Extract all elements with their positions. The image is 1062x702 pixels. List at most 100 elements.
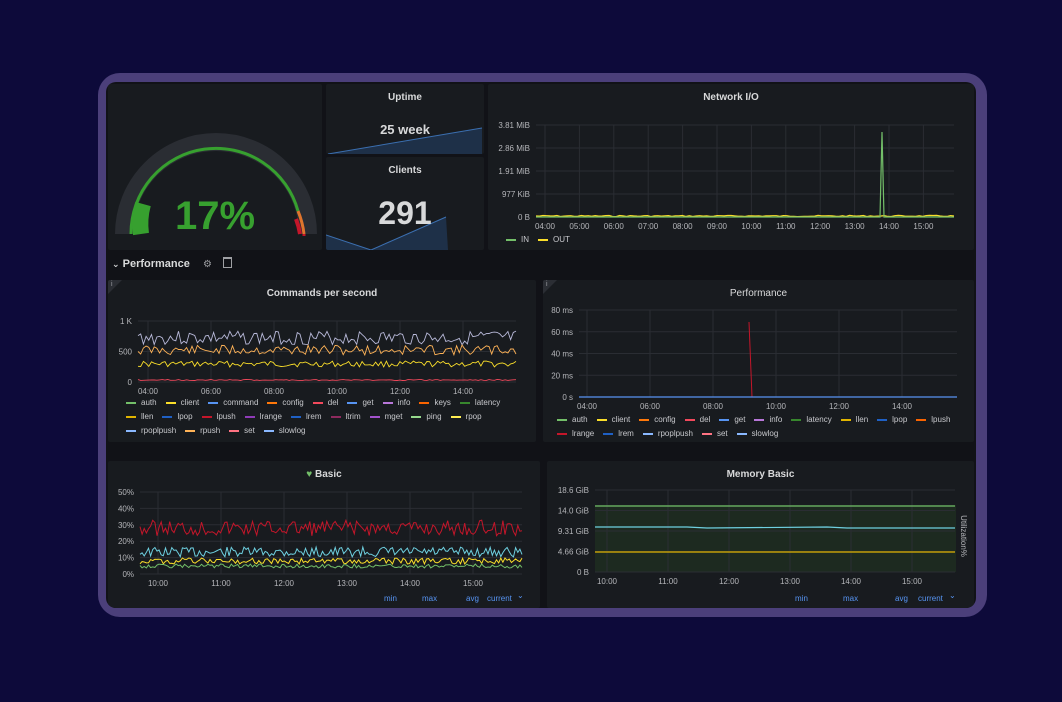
x-tick-label: 13:00: [337, 579, 358, 588]
info-icon[interactable]: i: [111, 281, 113, 288]
column-min[interactable]: min: [384, 594, 397, 603]
legend-swatch: [538, 238, 548, 241]
legend-item[interactable]: keys: [419, 396, 451, 410]
legend-item[interactable]: set: [229, 424, 255, 438]
legend-item[interactable]: client: [165, 396, 200, 410]
legend-swatch: [162, 415, 173, 418]
legend-item[interactable]: mget: [369, 410, 402, 424]
legend-item[interactable]: del: [684, 413, 710, 427]
legend-item[interactable]: lpush: [201, 410, 236, 424]
legend-label: latency: [474, 398, 501, 407]
legend-item[interactable]: lrem: [603, 427, 634, 441]
row-header-performance[interactable]: ⌄ Performance ⚙: [112, 257, 232, 270]
legend-label: config: [654, 415, 676, 424]
legend-swatch: [877, 418, 888, 421]
chevron-down-icon[interactable]: ⌄: [112, 259, 120, 269]
legend-item[interactable]: info: [382, 396, 410, 410]
legend-item[interactable]: auth: [126, 396, 157, 410]
legend-item[interactable]: auth: [557, 413, 588, 427]
legend-item[interactable]: get: [719, 413, 745, 427]
x-tick-label: 12:00: [390, 387, 411, 396]
column-max[interactable]: max: [843, 594, 859, 603]
trash-icon[interactable]: [222, 257, 232, 268]
legend-item[interactable]: llen: [840, 413, 868, 427]
legend-item[interactable]: lpop: [162, 410, 193, 424]
legend-item[interactable]: rpoplpush: [126, 424, 176, 438]
legend-label: client: [611, 415, 631, 424]
legend-item[interactable]: del: [312, 396, 339, 410]
legend-item[interactable]: config: [267, 396, 304, 410]
memory-panel[interactable]: Memory Basic 18.6 GiB 14.0 GiB 9.31 GiB 4.6…: [547, 461, 974, 608]
legend-item[interactable]: get: [347, 396, 374, 410]
legend-item[interactable]: lpop: [877, 413, 907, 427]
column-current[interactable]: current: [918, 594, 943, 603]
clients-panel[interactable]: Clients 291: [326, 157, 484, 250]
info-corner: [543, 280, 557, 294]
legend-label: set: [716, 429, 728, 438]
legend-label: rpush: [200, 426, 221, 435]
legend-item[interactable]: lrange: [244, 410, 282, 424]
y-tick-label: 18.6 GiB: [558, 486, 589, 495]
legend-swatch: [312, 401, 323, 404]
legend-item[interactable]: set: [701, 427, 728, 441]
x-tick-label: 13:00: [780, 577, 801, 586]
legend-item[interactable]: ltrim: [330, 410, 361, 424]
legend-item[interactable]: rpoplpush: [642, 427, 693, 441]
x-tick-label: 05:00: [569, 222, 590, 231]
gauge-chart: [115, 133, 317, 237]
gear-icon[interactable]: ⚙: [202, 259, 212, 270]
legend-item[interactable]: command: [208, 396, 258, 410]
performance-panel[interactable]: i Performance 80 ms 60 ms 40 ms 20 ms 0 s 04:…: [543, 280, 974, 442]
legend-item[interactable]: rpop: [450, 410, 482, 424]
legend-item[interactable]: lrange: [557, 427, 594, 441]
legend-item[interactable]: latency: [459, 396, 501, 410]
x-tick-label: 06:00: [604, 222, 625, 231]
legend-label: del: [327, 398, 339, 407]
legend-item[interactable]: ping: [411, 410, 442, 424]
legend-item[interactable]: OUT: [538, 233, 570, 247]
legend-swatch: [382, 401, 393, 404]
column-current[interactable]: current: [487, 594, 512, 603]
network-panel[interactable]: Network I/O 3.81 MiB 2.86 MiB 1.91 MiB 977 …: [488, 84, 974, 250]
x-tick-label: 14:00: [879, 222, 900, 231]
legend-label: client: [180, 398, 200, 407]
legend-item[interactable]: IN: [506, 233, 529, 247]
sort-chevron-icon[interactable]: ⌄: [517, 591, 524, 600]
uptime-panel[interactable]: Uptime 25 week: [326, 84, 484, 154]
column-max[interactable]: max: [422, 594, 438, 603]
legend-item[interactable]: rpush: [185, 424, 220, 438]
column-avg[interactable]: avg: [466, 594, 479, 603]
legend-item[interactable]: latency: [791, 413, 832, 427]
y-tick-label: 40%: [118, 504, 134, 513]
legend-swatch: [603, 432, 614, 435]
legend-swatch: [229, 429, 240, 432]
legend-label: latency: [806, 415, 832, 424]
legend-item[interactable]: llen: [126, 410, 153, 424]
sort-chevron-icon[interactable]: ⌄: [949, 591, 956, 600]
legend-item[interactable]: info: [754, 413, 782, 427]
basic-panel[interactable]: ♥ Basic 50% 40% 30% 20% 10% 0% 10:00 11:00 12:00…: [108, 461, 540, 608]
y-tick-label: 500: [119, 348, 133, 357]
column-min[interactable]: min: [795, 594, 808, 603]
legend-item[interactable]: lpush: [916, 413, 950, 427]
x-tick-label: 11:00: [658, 577, 678, 586]
memory-area-fill: [595, 505, 956, 572]
legend-label: rpoplpush: [657, 429, 693, 438]
legend-swatch: [208, 401, 219, 404]
commands-series: [137, 360, 517, 368]
y-tick-label: 1 K: [120, 317, 133, 326]
x-tick-label: 06:00: [201, 387, 222, 396]
legend-item[interactable]: slowlog: [263, 424, 306, 438]
commands-panel[interactable]: i Commands per second 1 K 500 0 04:00 06:00 0…: [108, 280, 536, 442]
legend-item[interactable]: config: [639, 413, 676, 427]
y-tick-label: 80 ms: [551, 306, 573, 315]
legend-item[interactable]: slowlog: [736, 427, 778, 441]
legend-label: IN: [521, 235, 529, 244]
column-avg[interactable]: avg: [895, 594, 908, 603]
gauge-panel[interactable]: 17%: [108, 84, 322, 250]
info-icon[interactable]: i: [546, 281, 548, 288]
legend-item[interactable]: lrem: [290, 410, 322, 424]
y-tick-label: 0 B: [577, 568, 589, 577]
legend-label: get: [734, 415, 746, 424]
legend-item[interactable]: client: [596, 413, 631, 427]
